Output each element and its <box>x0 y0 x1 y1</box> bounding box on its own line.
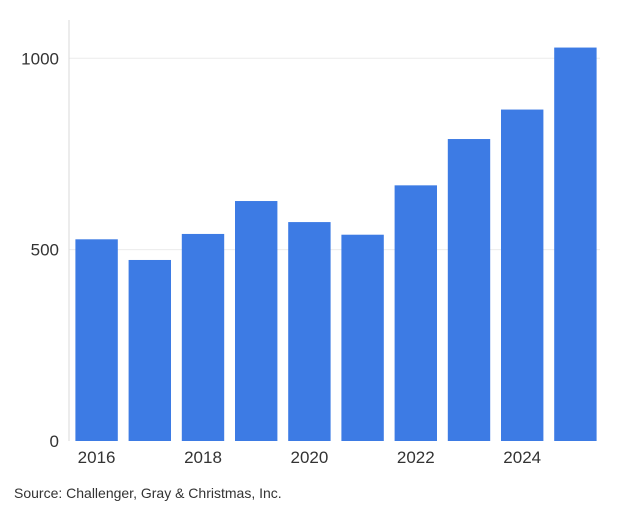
y-tick-label: 1000 <box>21 49 59 68</box>
y-tick-label: 0 <box>50 432 59 451</box>
bar-2016 <box>75 239 118 441</box>
x-tick-label: 2020 <box>290 448 328 467</box>
x-tick-label: 2016 <box>78 448 116 467</box>
bar-2020 <box>288 222 331 441</box>
y-tick-label: 500 <box>31 241 59 260</box>
bar-2024 <box>501 109 544 442</box>
bar-chart: 0 500 1000 2016 2018 2020 2022 2024 <box>21 20 600 467</box>
bar-2018 <box>181 233 225 441</box>
bar-2019 <box>235 201 278 441</box>
bar-2023 <box>447 139 491 441</box>
bar-2017 <box>128 259 171 441</box>
y-tick-labels: 0 500 1000 <box>21 49 59 451</box>
bars <box>75 47 597 442</box>
x-tick-label: 2024 <box>503 448 541 467</box>
bar-2022 <box>394 185 437 441</box>
source-note: Source: Challenger, Gray & Christmas, In… <box>14 485 282 501</box>
x-tick-label: 2022 <box>397 448 435 467</box>
bar-2021 <box>341 234 384 441</box>
x-tick-labels: 2016 2018 2020 2022 2024 <box>78 448 541 467</box>
bar-2025 <box>554 47 597 441</box>
x-tick-label: 2018 <box>184 448 222 467</box>
